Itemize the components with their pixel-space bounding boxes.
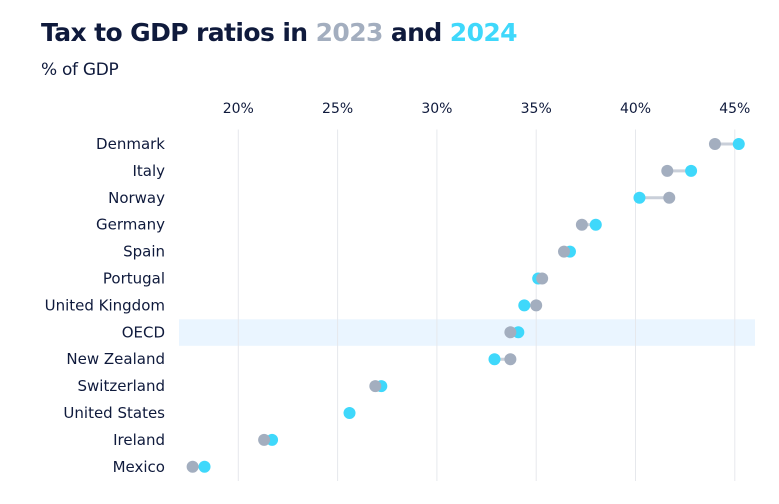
category-label-oecd: OECD <box>122 323 165 341</box>
x-tick-label: 35% <box>521 101 552 117</box>
dot-2023-switzerland <box>369 380 382 393</box>
dot-2024-mexico <box>198 460 211 473</box>
x-tick-label: 40% <box>620 101 651 117</box>
highlight-band-oecd <box>179 319 755 346</box>
highlight-layer <box>179 319 755 346</box>
dot-2023-ireland <box>258 433 271 446</box>
x-axis-ticks: 20% 25% 30% 35% 40% 45% <box>223 101 751 117</box>
dot-2023-germany <box>575 218 588 231</box>
category-label-denmark: Denmark <box>96 135 165 153</box>
chart-title: Tax to GDP ratios in 2023 and 2024 <box>41 18 518 47</box>
dot-2023-italy <box>661 164 674 177</box>
dot-2024-germany <box>589 218 602 231</box>
category-label-italy: Italy <box>132 162 165 180</box>
dot-2024-italy <box>685 164 698 177</box>
x-tick-label: 45% <box>719 101 750 117</box>
dot-2024-new-zealand <box>488 353 501 366</box>
category-label-portugal: Portugal <box>103 270 165 288</box>
dot-2023-oecd <box>504 326 517 339</box>
category-label-ireland: Ireland <box>113 431 165 449</box>
dot-2024-united-states <box>343 407 356 419</box>
dot-2023-spain <box>558 245 571 258</box>
category-label-switzerland: Switzerland <box>78 377 166 395</box>
dot-2024-norway <box>633 191 646 204</box>
category-label-united-kingdom: United Kingdom <box>45 296 165 314</box>
dot-2023-denmark <box>708 138 721 150</box>
category-label-spain: Spain <box>123 243 165 261</box>
category-label-new-zealand: New Zealand <box>66 350 165 368</box>
category-label-mexico: Mexico <box>113 458 165 476</box>
data-marks <box>186 138 745 473</box>
category-labels: Denmark Italy Norway Germany Spain Portugal Un… <box>45 135 166 476</box>
title-year-2024: 2024 <box>449 18 518 47</box>
category-label-germany: Germany <box>96 216 165 234</box>
title-middle: and <box>382 18 450 47</box>
dot-2024-united-kingdom <box>518 299 531 312</box>
dot-2023-portugal <box>536 272 549 285</box>
chart-subtitle: % of GDP <box>41 60 119 80</box>
dot-2024-denmark <box>732 138 745 150</box>
category-label-united-states: United States <box>63 404 165 422</box>
x-tick-label: 25% <box>322 101 353 117</box>
gridlines <box>237 129 736 481</box>
category-label-norway: Norway <box>108 189 165 207</box>
x-tick-label: 30% <box>421 101 452 117</box>
dot-2023-norway <box>663 191 676 204</box>
dot-2023-mexico <box>186 460 199 473</box>
title-year-2023: 2023 <box>315 18 384 47</box>
x-tick-label: 20% <box>223 101 254 117</box>
dot-2023-new-zealand <box>504 353 517 366</box>
dot-2023-united-kingdom <box>530 299 543 312</box>
title-prefix: Tax to GDP ratios in <box>41 18 316 47</box>
